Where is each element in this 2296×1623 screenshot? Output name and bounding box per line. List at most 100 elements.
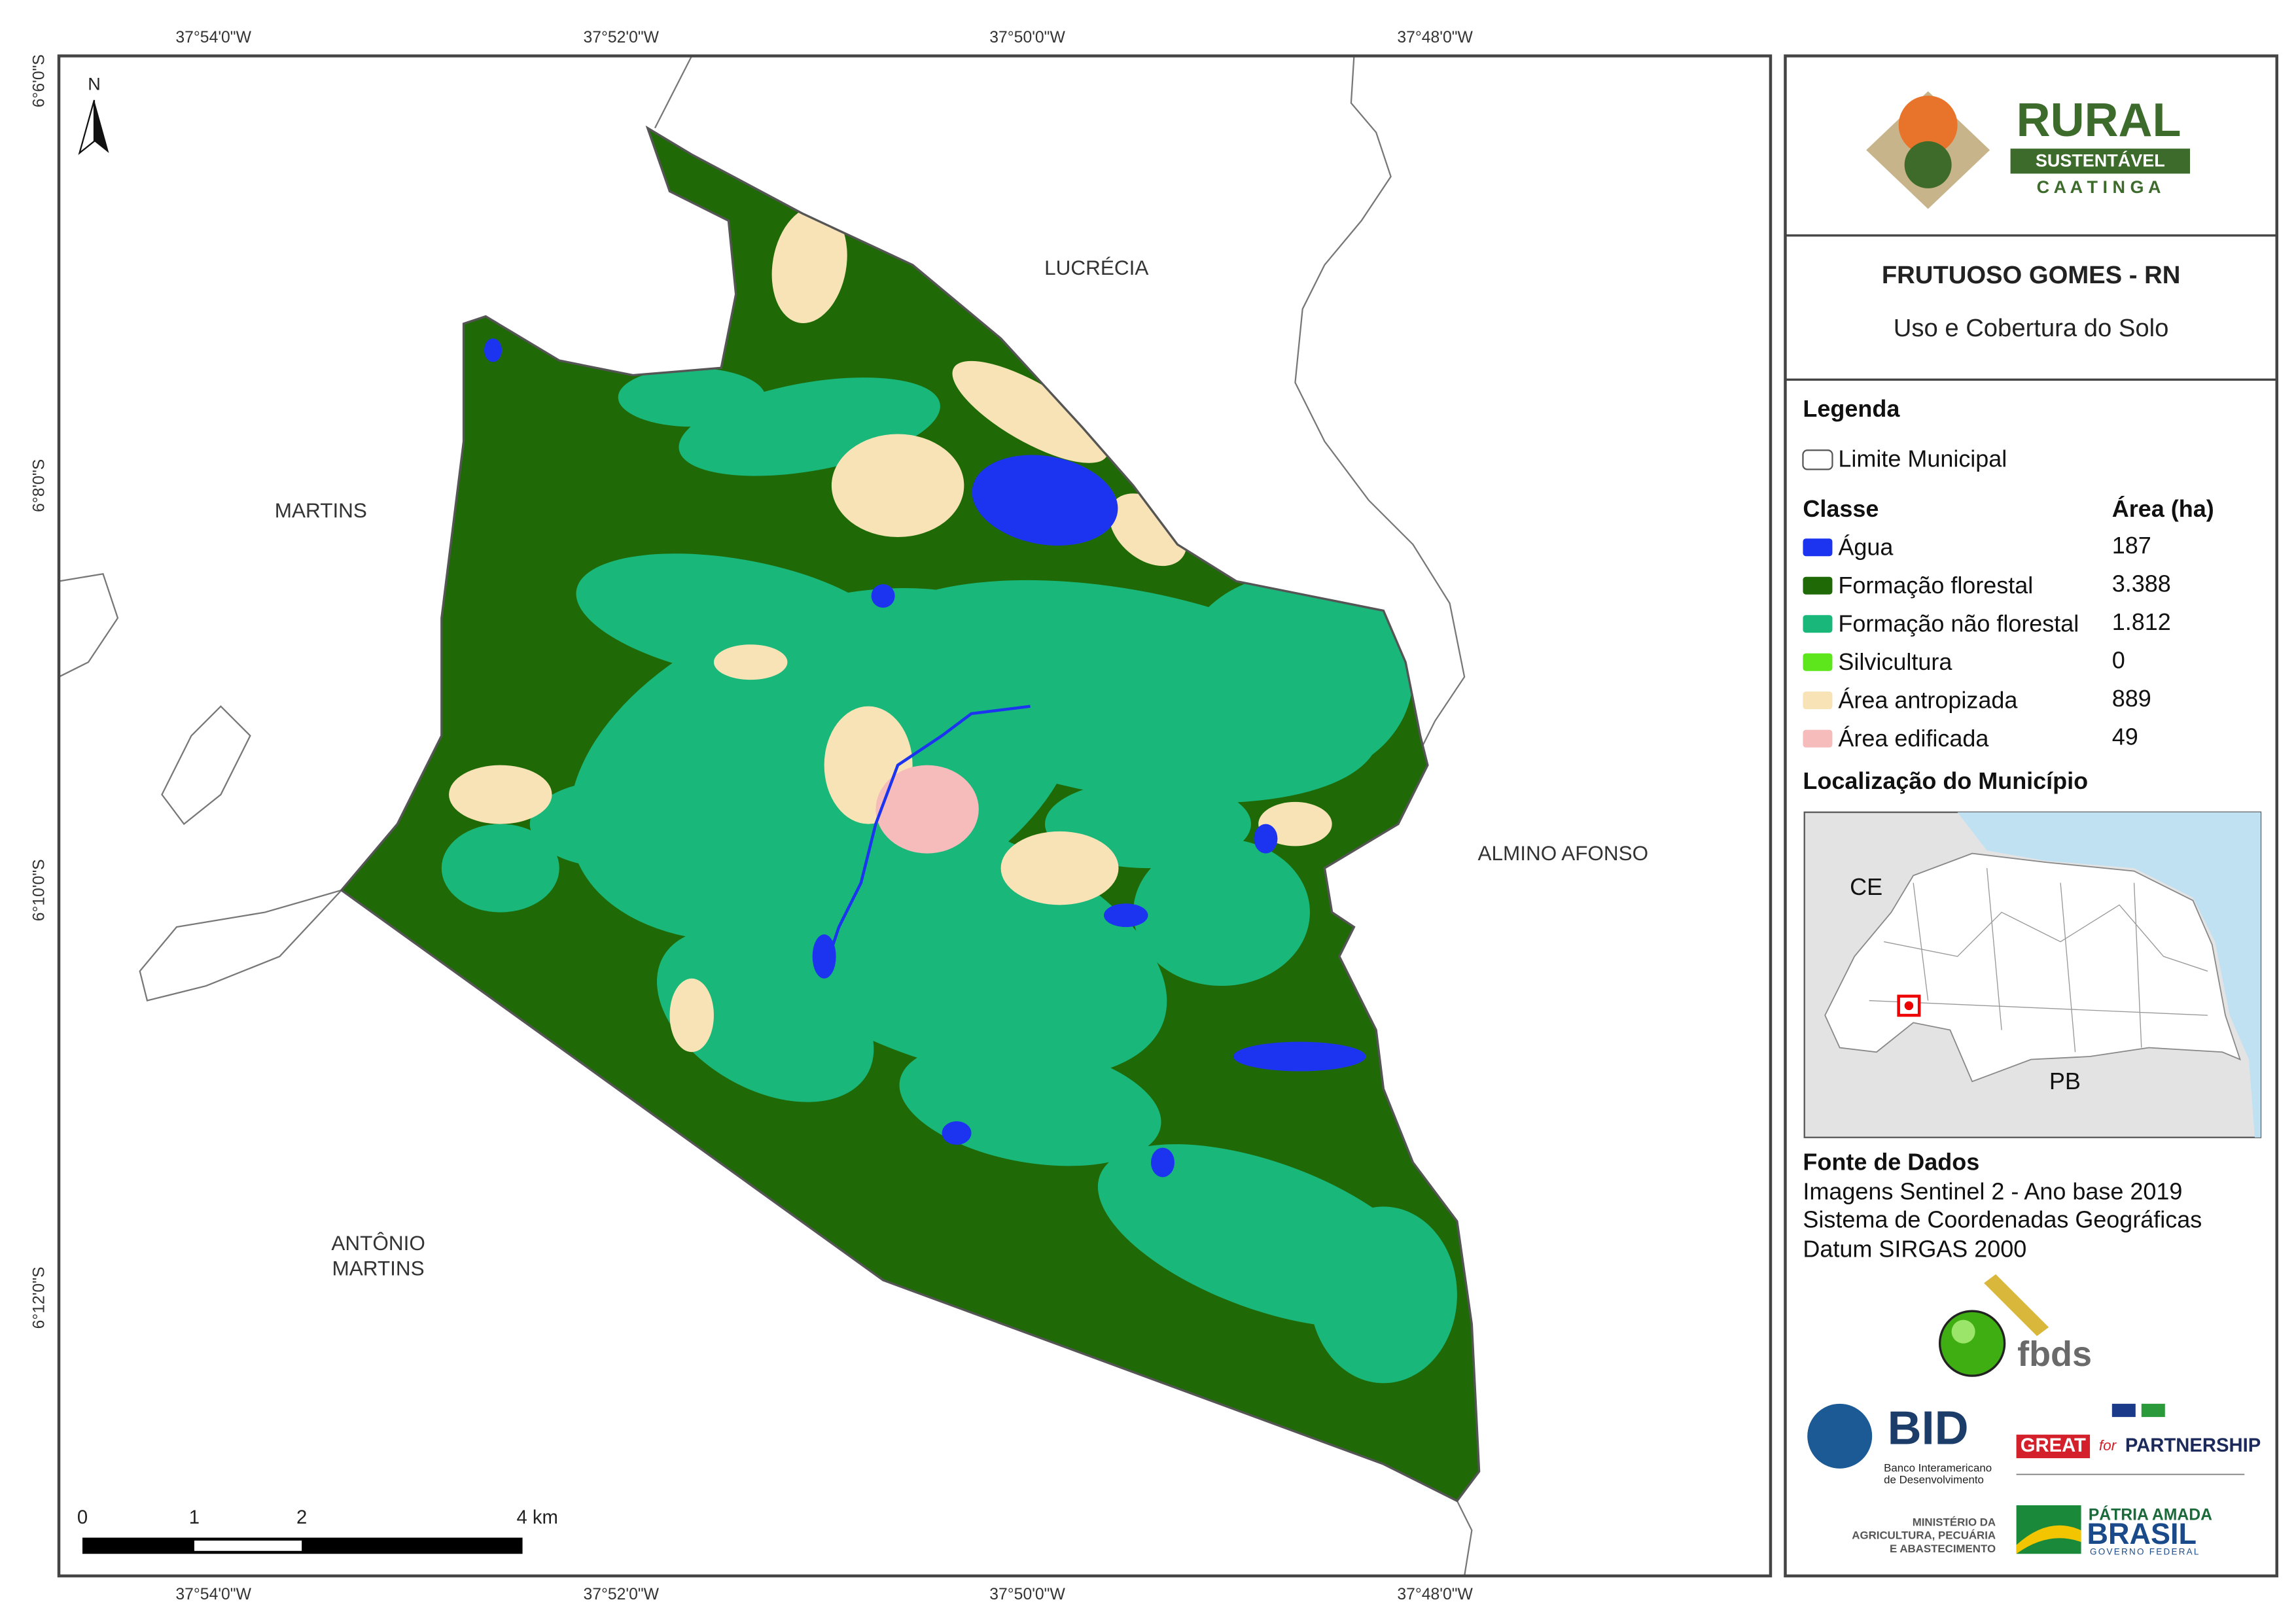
land-cover-patch xyxy=(669,978,714,1053)
br-flag xyxy=(2141,1403,2165,1418)
neighbor-boundaries xyxy=(58,55,1473,1577)
place-label: ANTÔNIO xyxy=(331,1231,425,1255)
land-cover-patch xyxy=(576,553,896,683)
land-cover-patch xyxy=(972,455,1118,546)
land-cover-patch xyxy=(952,360,1108,463)
bid-globe xyxy=(1807,1403,1873,1469)
scale-label: 4 km xyxy=(517,1507,558,1528)
inset-marker xyxy=(1904,1001,1914,1011)
brasil-mark xyxy=(2016,1525,2081,1554)
coord-label: 37°50'0"W xyxy=(989,29,1065,46)
logo-sun xyxy=(1898,96,1958,155)
ministry-text: AGRICULTURA, PECUÁRIA xyxy=(1852,1529,1996,1542)
coord-label: 6°6'0"S xyxy=(30,54,48,107)
land-cover-patch xyxy=(713,644,788,680)
land-cover-patch xyxy=(1177,574,1413,780)
brasil-text: PÁTRIA AMADA xyxy=(2089,1505,2212,1524)
great-box xyxy=(2016,1435,2091,1459)
scale-label: 2 xyxy=(296,1507,307,1528)
logo-band xyxy=(2010,148,2191,174)
scale-label: 1 xyxy=(189,1507,200,1528)
boundary-line xyxy=(58,572,119,678)
coord-label: 37°52'0"W xyxy=(583,29,659,46)
scale-segment xyxy=(194,1541,302,1551)
land-cover-patch xyxy=(812,934,836,979)
legend-label: Área edificada xyxy=(1838,725,1988,752)
land-cover-patch xyxy=(441,824,559,913)
great-text: GREAT xyxy=(2021,1435,2086,1456)
location-inset: CE PB xyxy=(1803,811,2262,1138)
north-arrow xyxy=(94,99,109,153)
place-label: MARTINS xyxy=(275,498,367,522)
logo-text: SUSTENTÁVEL xyxy=(2036,150,2165,171)
inset-state xyxy=(1824,852,2241,1083)
land-cover-patch xyxy=(484,338,503,362)
legend-area: 49 xyxy=(2112,724,2138,750)
ministry-text: MINISTÉRIO DA xyxy=(1913,1516,1996,1528)
legend-heading: Classe xyxy=(1803,495,1879,522)
legend-label: Formação florestal xyxy=(1838,572,2033,599)
great-text: for xyxy=(2099,1437,2117,1454)
fbds-text: fbds xyxy=(2017,1335,2092,1374)
land-cover-patch xyxy=(831,434,964,538)
coord-label: 37°52'0"W xyxy=(583,1586,659,1603)
boundary-line xyxy=(1294,56,1466,766)
land-cover-patch xyxy=(1150,1147,1174,1178)
partner-logos: fbds BID Banco Interamericano de Desenvo… xyxy=(1807,1274,2261,1557)
boundary-line xyxy=(161,705,251,826)
legend-heading: Área (ha) xyxy=(2112,495,2214,522)
coordinate-ticks: 37°54'0"W 37°52'0"W 37°50'0"W 37°48'0"W … xyxy=(30,29,1473,1603)
scale-bar: 0 1 2 4 km xyxy=(77,1507,558,1554)
map-title: FRUTUOSO GOMES - RN xyxy=(1882,261,2181,289)
inset-sea xyxy=(1957,812,2261,1138)
coord-label: 37°54'0"W xyxy=(175,29,251,46)
land-cover-patch xyxy=(875,765,979,854)
ministry-text: E ABASTECIMENTO xyxy=(1890,1543,1996,1555)
land-cover-patch xyxy=(871,584,895,608)
legend-heading: Legenda xyxy=(1803,395,1900,422)
sources-line: Imagens Sentinel 2 - Ano base 2019 xyxy=(1803,1178,2182,1205)
coord-label: 37°50'0"W xyxy=(989,1586,1065,1603)
fbds-bar xyxy=(1984,1274,2049,1336)
legend-swatch xyxy=(1803,691,1833,710)
logo-text: C A A T I N G A xyxy=(2037,177,2161,197)
fbds-highlight xyxy=(1951,1319,1975,1344)
legend-area: 187 xyxy=(2112,532,2151,559)
coord-label: 37°48'0"W xyxy=(1397,29,1473,46)
legend-label: Limite Municipal xyxy=(1838,445,2007,472)
legend-label: Formação não florestal xyxy=(1838,610,2079,637)
coord-label: 6°10'0"S xyxy=(30,859,48,921)
map-subtitle: Uso e Cobertura do Solo xyxy=(1894,314,2169,342)
coord-label: 6°8'0"S xyxy=(30,459,48,512)
legend-label: Água xyxy=(1838,533,1893,560)
land-cover-patch xyxy=(1000,831,1119,905)
scale-label: 0 xyxy=(77,1507,88,1528)
logo-text: RURAL xyxy=(2017,94,2181,147)
coord-label: 37°48'0"W xyxy=(1397,1586,1473,1603)
great-text: PARTNERSHIP xyxy=(2125,1435,2261,1456)
brasil-text: BRASIL xyxy=(2087,1517,2197,1550)
boundary-line xyxy=(654,55,693,129)
land-cover-patch xyxy=(618,368,766,427)
inset-label: CE xyxy=(1850,873,1882,900)
scale-segment xyxy=(82,1537,523,1554)
land-cover-patch xyxy=(1309,1206,1457,1384)
legend-swatch xyxy=(1803,538,1833,557)
legend-label: Silvicultura xyxy=(1838,648,1952,675)
legend-label: Área antropizada xyxy=(1838,686,2017,713)
north-arrow xyxy=(78,99,96,155)
legend-area: 889 xyxy=(2112,685,2151,712)
legend-area: 3.388 xyxy=(2112,570,2171,597)
land-cover-patch xyxy=(1104,903,1148,928)
place-label: LUCRÉCIA xyxy=(1044,256,1148,279)
land-cover-patch xyxy=(942,1121,972,1145)
land-cover-patch xyxy=(529,780,707,869)
river xyxy=(822,705,1031,972)
panel-frame xyxy=(1784,54,2278,1578)
legend-area: 1.812 xyxy=(2112,608,2171,635)
place-label: ALMINO AFONSO xyxy=(1477,841,1648,865)
land-cover-patch xyxy=(1133,839,1310,986)
land-cover-patch xyxy=(1233,1041,1366,1072)
